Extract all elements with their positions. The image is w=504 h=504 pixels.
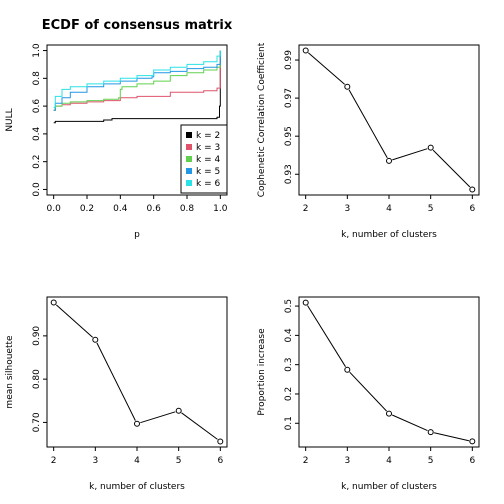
silhouette-point xyxy=(175,407,182,414)
proportion-line-segment xyxy=(307,305,346,367)
proportion-xlabel: k, number of clusters xyxy=(341,482,437,492)
ecdf-x-tick-label: 0.4 xyxy=(113,204,128,214)
silhouette-x-tick-label: 5 xyxy=(176,456,182,466)
proportion-line-segment xyxy=(349,371,387,412)
silhouette-x-tick-label: 6 xyxy=(217,456,223,466)
proportion-point xyxy=(427,429,434,436)
cophenetic-x-tick-label: 4 xyxy=(386,204,392,214)
silhouette-point xyxy=(50,299,57,306)
ecdf-legend-swatch xyxy=(186,180,192,186)
ecdf-legend-entry: k = 4 xyxy=(196,155,220,165)
proportion-y-tick-label: 0.2 xyxy=(284,387,294,401)
ecdf-y-tick-label: 1.0 xyxy=(32,43,42,58)
silhouette-line-segment xyxy=(55,304,94,338)
ecdf-series-line-k3 xyxy=(53,50,221,111)
ecdf-x-tick-label: 0.0 xyxy=(47,204,62,214)
silhouette-point xyxy=(134,420,140,427)
ecdf-legend-swatch xyxy=(186,144,192,150)
cophenetic-y-tick-label: 0.93 xyxy=(284,164,294,184)
ecdf-ylabel: NULL xyxy=(5,108,15,131)
cophenetic-panel: k, number of clusters Cophenetic Correla… xyxy=(257,42,480,240)
cophenetic-line-segment xyxy=(392,148,428,161)
silhouette-point xyxy=(92,336,99,343)
proportion-line-segment xyxy=(433,432,470,442)
ecdf-legend-entry: k = 6 xyxy=(196,179,220,189)
cophenetic-x-tick-label: 3 xyxy=(344,204,350,214)
ecdf-xlabel: p xyxy=(134,230,140,240)
ecdf-legend-entry: k = 2 xyxy=(196,131,220,141)
ecdf-panel: ECDF of consensus matrix p NULL 0.0 0.2 0.… xyxy=(5,18,233,240)
cophenetic-x-tick-label: 2 xyxy=(303,204,309,214)
cophenetic-point xyxy=(386,157,392,164)
silhouette-y-tick-label: 0.70 xyxy=(32,412,42,432)
proportion-point xyxy=(469,438,476,445)
proportion-y-tick-label: 0.5 xyxy=(284,299,294,313)
cophenetic-line-segment xyxy=(348,89,388,159)
proportion-point xyxy=(302,299,309,306)
ecdf-legend-swatch xyxy=(186,168,192,174)
silhouette-y-tick-label: 0.80 xyxy=(32,369,42,389)
cophenetic-point xyxy=(344,83,351,90)
ecdf-legend-swatch xyxy=(186,156,192,162)
cophenetic-y-tick-label: 0.99 xyxy=(284,50,294,70)
proportion-x-tick-label: 6 xyxy=(469,456,475,466)
cophenetic-point xyxy=(302,47,309,54)
silhouette-x-tick-label: 4 xyxy=(134,456,140,466)
proportion-panel: k, number of clusters Proportion increas… xyxy=(257,296,480,492)
ecdf-title: ECDF of consensus matrix xyxy=(42,18,233,33)
proportion-line-segment xyxy=(391,414,428,432)
cophenetic-point xyxy=(469,186,476,193)
silhouette-line-segment xyxy=(181,412,218,440)
ecdf-y-tick-label: 0.4 xyxy=(32,126,42,141)
ecdf-legend-entry: k = 5 xyxy=(196,167,220,177)
ecdf-x-tick-label: 0.6 xyxy=(147,204,162,214)
proportion-x-tick-label: 3 xyxy=(344,456,350,466)
ecdf-series-line-k4 xyxy=(53,50,221,111)
cophenetic-ylabel: Cophenetic Correlation Coefficient xyxy=(257,42,267,197)
ecdf-series-line-k2 xyxy=(53,50,221,124)
silhouette-line-segment xyxy=(96,342,136,421)
proportion-y-tick-label: 0.1 xyxy=(284,416,294,430)
cophenetic-xlabel: k, number of clusters xyxy=(341,230,437,240)
ecdf-legend-swatch xyxy=(186,132,192,138)
proportion-x-tick-label: 5 xyxy=(428,456,434,466)
ecdf-y-tick-label: 0.8 xyxy=(32,71,42,86)
ecdf-series-line-k5 xyxy=(53,50,221,111)
proportion-point xyxy=(344,366,351,373)
ecdf-series-line-k6 xyxy=(53,50,221,108)
cophenetic-y-tick-label: 0.95 xyxy=(284,126,294,146)
silhouette-y-tick-label: 0.90 xyxy=(32,326,42,346)
cophenetic-line-segment xyxy=(432,149,471,188)
silhouette-panel: k, number of clusters mean silhouette 2 3… xyxy=(5,296,228,492)
cophenetic-line-segment xyxy=(307,52,346,85)
proportion-y-tick-label: 0.3 xyxy=(284,358,294,372)
silhouette-plot-frame xyxy=(46,296,228,448)
ecdf-y-tick-label: 0.0 xyxy=(32,182,42,197)
silhouette-x-tick-label: 3 xyxy=(92,456,98,466)
cophenetic-plot-frame xyxy=(298,44,480,196)
ecdf-plot-frame xyxy=(46,44,228,196)
proportion-point xyxy=(386,410,392,417)
silhouette-line-segment xyxy=(140,411,176,424)
ecdf-x-tick-label: 0.8 xyxy=(180,204,195,214)
silhouette-xlabel: k, number of clusters xyxy=(89,482,185,492)
cophenetic-y-tick-label: 0.97 xyxy=(284,88,294,108)
silhouette-x-tick-label: 2 xyxy=(51,456,57,466)
cophenetic-point xyxy=(427,144,434,151)
proportion-ylabel: Proportion increase xyxy=(257,328,267,416)
ecdf-x-tick-label: 0.2 xyxy=(80,204,94,214)
silhouette-ylabel: mean silhouette xyxy=(5,335,15,409)
ecdf-y-tick-label: 0.2 xyxy=(32,155,42,169)
ecdf-x-tick-label: 1.0 xyxy=(213,204,228,214)
cophenetic-x-tick-label: 6 xyxy=(469,204,475,214)
cophenetic-x-tick-label: 5 xyxy=(428,204,434,214)
proportion-x-tick-label: 4 xyxy=(386,456,392,466)
proportion-plot-frame xyxy=(298,296,480,448)
proportion-y-tick-label: 0.4 xyxy=(284,328,294,343)
ecdf-y-tick-label: 0.6 xyxy=(32,99,42,114)
silhouette-point xyxy=(217,438,224,445)
ecdf-legend-entry: k = 3 xyxy=(196,143,220,153)
proportion-x-tick-label: 2 xyxy=(303,456,309,466)
